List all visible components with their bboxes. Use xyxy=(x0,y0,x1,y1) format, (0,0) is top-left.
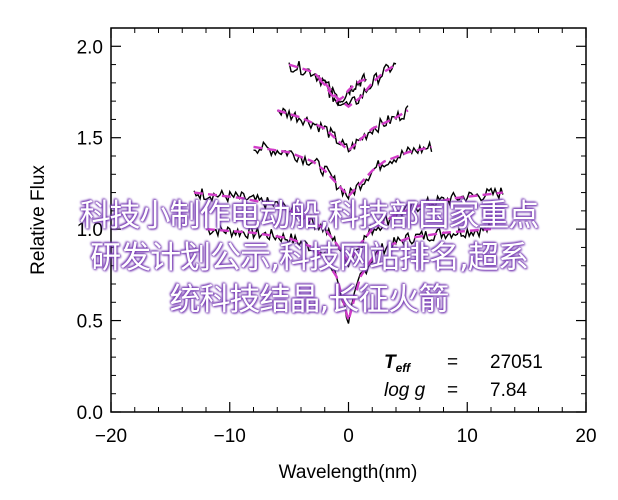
y-axis-label: Relative Flux xyxy=(28,165,49,275)
legend-teff-label: Teff xyxy=(384,352,411,375)
x-tick-label: −20 xyxy=(95,426,127,447)
model-spectrum-line xyxy=(288,63,397,109)
y-tick-label: 1.0 xyxy=(77,220,103,241)
model-spectrum-line xyxy=(276,109,409,153)
overlay-line-2: 研发计划公示,科技网站排名,超系 xyxy=(90,240,529,276)
y-tick-label: 2.0 xyxy=(77,37,103,58)
y-tick-labels: 0.0 0.5 1.0 1.5 2.0 xyxy=(77,37,103,424)
model-spectrum-line xyxy=(253,145,432,198)
observed-spectrum-line xyxy=(193,186,504,268)
legend-box: Teff = 27051 log g = 7.84 xyxy=(384,352,543,401)
model-spectra xyxy=(193,63,504,326)
axis-ticks xyxy=(110,28,587,413)
x-tick-label: −10 xyxy=(214,426,246,447)
observed-spectrum-line xyxy=(276,105,409,153)
x-tick-labels: −20 −10 0 10 20 xyxy=(95,426,597,447)
watermark-overlay-text: 科技小制作电动船,科技部国家重点 研发计划公示,科技网站排名,超系 统科技结晶,… xyxy=(0,195,618,321)
x-tick-label: 10 xyxy=(457,426,478,447)
legend-logg-value: 7.84 xyxy=(490,380,527,401)
y-tick-label: 1.5 xyxy=(77,129,103,150)
x-tick-label: 0 xyxy=(343,426,354,447)
legend-logg-equals: = xyxy=(447,380,458,401)
y-tick-label: 0.0 xyxy=(77,403,103,424)
model-spectrum-line xyxy=(193,191,504,265)
x-tick-label: 20 xyxy=(575,426,596,447)
overlay-line-1: 科技小制作电动船,科技部国家重点 xyxy=(79,198,540,234)
x-axis-label: Wavelength(nm) xyxy=(279,462,418,483)
model-spectrum-line xyxy=(317,78,367,103)
observed-spectrum-line xyxy=(288,61,397,108)
legend-logg-label: log g xyxy=(384,380,426,401)
y-tick-label: 0.5 xyxy=(77,312,103,333)
overlay-line-3: 统科技结晶,长征火箭 xyxy=(169,282,450,318)
legend-teff-equals: = xyxy=(447,352,458,373)
legend-teff-value: 27051 xyxy=(490,352,543,373)
model-spectrum-line xyxy=(205,227,492,326)
